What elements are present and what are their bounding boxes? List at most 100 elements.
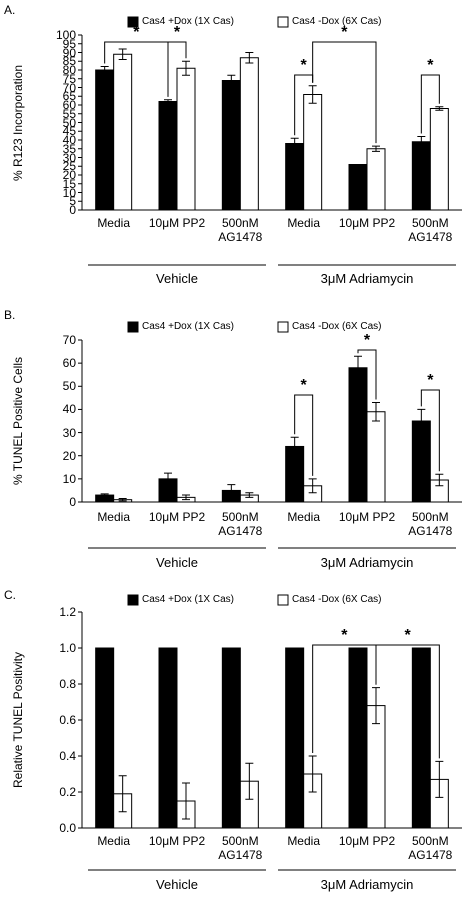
error-bar [308,478,317,494]
y-axis-label: % TUNEL Positive Cells [11,356,25,486]
y-tick-label: 70 [62,333,76,347]
panel-letter: B. [4,308,16,322]
y-tick-label: 50 [62,115,76,130]
bar [348,647,368,829]
error-bar [182,494,190,501]
legend-swatch [127,594,139,606]
legend-swatch [277,321,289,333]
significance-mark: * [363,332,371,349]
error-bar [354,355,362,380]
y-tick-label: 40 [62,133,76,147]
legend-swatch [127,321,139,333]
error-bar [245,762,254,800]
bar [221,647,241,829]
y-tick-label: 95 [62,36,76,51]
y-tick-label: 20 [62,168,76,182]
y-tick-label: 0 [69,495,76,509]
error-bar [435,106,444,111]
bar [158,647,178,829]
significance-bracket [375,644,440,759]
significance-mark: * [300,377,307,394]
y-tick-label: 85 [62,54,76,69]
error-bar [290,436,299,457]
x-tick-label: 10μM PP2 [338,510,396,524]
significance-mark: * [341,24,348,41]
x-tick-label: Media [97,216,130,230]
y-tick-label: 0.4 [59,749,76,763]
x-tick-label: 10μM PP2 [338,834,396,848]
significance-bracket [420,389,440,472]
group-label: Vehicle [156,271,198,286]
bar [176,67,196,211]
error-bar [118,48,127,60]
y-tick-label: 60 [62,98,76,112]
significance-mark: * [133,24,140,41]
legend-swatch [127,16,139,28]
y-tick-label: 35 [62,141,76,156]
y-tick-label: 55 [62,106,76,121]
bar [429,108,449,211]
panel-letter: A. [4,3,16,17]
bar [303,94,323,211]
legend-label: Cas4 -Dox (6X Cas) [292,321,382,332]
error-bar [164,99,172,104]
error-bar [372,401,380,422]
x-tick-label: 500nM AG1478 [218,216,263,244]
significance-mark: * [300,57,307,74]
y-tick-label: 30 [62,150,76,165]
bar [239,57,259,211]
significance-mark: * [427,372,434,389]
error-bar [290,137,299,150]
error-bar [100,493,109,497]
y-axis-label: % R123 Incorporation [11,64,25,181]
error-bar [417,408,426,434]
bar [366,148,386,211]
x-tick-label: 500nM AG1478 [218,834,263,862]
x-tick-label: Media [97,510,130,524]
x-tick-label: 500nM AG1478 [218,510,263,538]
y-tick-label: 0.6 [59,713,76,727]
significance-mark: * [341,627,348,644]
y-tick-label: 1.2 [59,605,76,619]
bar [285,647,305,829]
y-tick-label: 90 [62,45,76,60]
group-label: 3μM Adriamycin [320,877,414,892]
bar [158,101,178,211]
x-tick-label: 500nM AG1478 [408,510,453,538]
bar [348,164,368,211]
error-bar [372,687,380,725]
y-tick-label: 0.0 [59,821,76,835]
x-tick-label: Media [97,834,130,848]
y-tick-label: 70 [62,80,76,95]
y-tick-label: 15 [62,176,76,191]
group-label: 3μM Adriamycin [320,555,414,570]
y-tick-label: 1.0 [59,641,76,655]
y-tick-label: 60 [62,356,76,371]
x-tick-label: Media [287,834,320,848]
error-bar [100,66,109,74]
bar [95,69,115,211]
x-tick-label: 10μM PP2 [148,834,206,848]
error-bar [417,136,426,148]
legend-label: Cas4 +Dox (1X Cas) [142,321,234,332]
significance-mark: * [173,24,181,41]
group-label: 3μM Adriamycin [320,271,414,286]
error-bar [118,775,127,813]
error-bar [118,498,127,502]
y-axis-label: Relative TUNEL Positivity [11,651,25,789]
error-bar [245,492,254,498]
group-label: Vehicle [156,877,198,892]
y-tick-label: 50 [62,379,76,394]
legend-label: Cas4 +Dox (1X Cas) [142,16,234,27]
error-bar [435,760,444,798]
x-tick-label: 500nM AG1478 [408,834,453,862]
significance-bracket [420,74,440,134]
y-tick-label: 45 [62,124,76,139]
error-bar [308,755,317,793]
bar [221,80,241,211]
error-bar [227,74,236,87]
bar [285,143,305,211]
x-tick-label: 10μM PP2 [148,216,206,230]
significance-mark: * [404,627,411,644]
